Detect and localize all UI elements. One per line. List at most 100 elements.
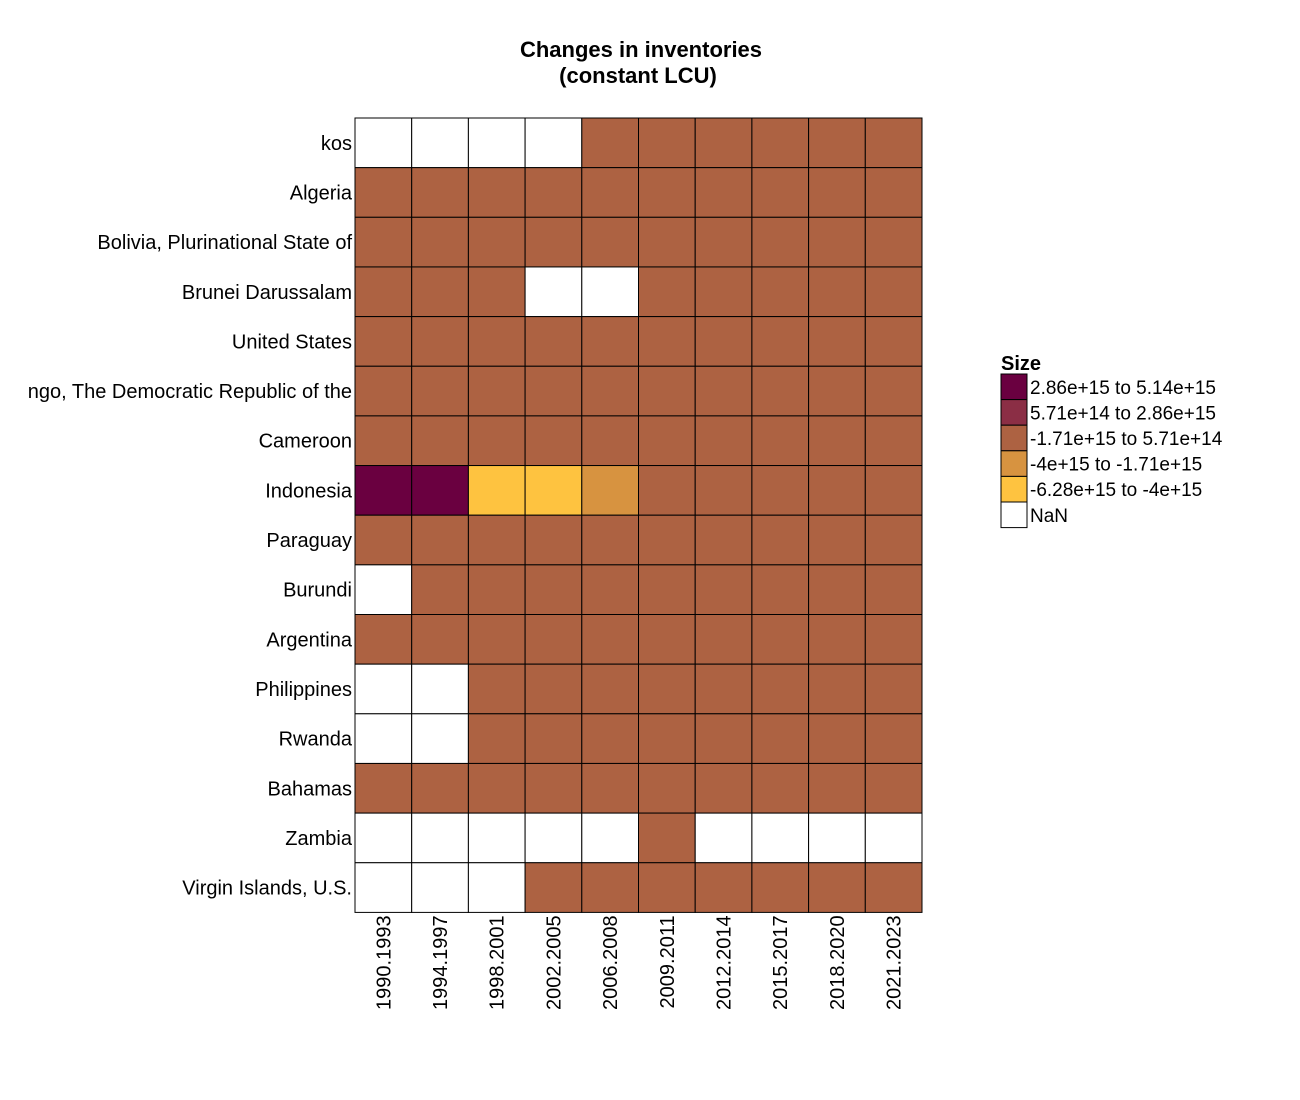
heatmap-cell — [411, 167, 469, 218]
heatmap-cell — [751, 614, 810, 665]
heatmap-cell — [808, 167, 866, 218]
heatmap-cell — [694, 713, 753, 764]
legend-swatch — [1000, 450, 1028, 477]
heatmap-cell — [354, 167, 413, 218]
heatmap-cell — [411, 663, 469, 715]
heatmap-cell — [638, 762, 696, 814]
heatmap-cell — [864, 812, 923, 864]
heatmap-cell — [354, 316, 413, 367]
heatmap-cell — [864, 216, 923, 268]
heatmap-cell — [524, 614, 583, 665]
heatmap-cell — [694, 415, 753, 467]
heatmap-cell — [694, 663, 753, 715]
heatmap-cell — [524, 117, 583, 169]
heatmap-cell — [467, 762, 526, 814]
heatmap-cell — [808, 713, 866, 764]
heatmap-cell — [751, 862, 810, 913]
heatmap-cell — [411, 316, 469, 367]
heatmap-cell — [694, 614, 753, 665]
heatmap-cell — [808, 514, 866, 566]
heatmap-cell — [694, 762, 753, 814]
heatmap-cell — [808, 465, 866, 516]
heatmap-cell — [467, 365, 526, 417]
heatmap-cell — [411, 266, 469, 318]
x-tick-label: 2018.2020 — [827, 915, 849, 1010]
heatmap-cell — [751, 663, 810, 715]
x-tick-label: 1998.2001 — [487, 915, 509, 1010]
heatmap-cell — [354, 812, 413, 864]
heatmap-cell — [467, 465, 526, 516]
heatmap-cell — [524, 465, 583, 516]
heatmap-cell — [467, 415, 526, 467]
y-tick-label: Cameroon — [259, 431, 352, 453]
heatmap-cell — [581, 812, 639, 864]
x-tick-label: 1990.1993 — [373, 915, 395, 1010]
legend: Size 2.86e+15 to 5.14e+15 5.71e+14 to 2.8… — [1000, 353, 1223, 529]
x-tick-label: 2012.2014 — [714, 915, 736, 1010]
legend-label: -1.71e+15 to 5.71e+14 — [1030, 429, 1223, 450]
y-tick-label: Virgin Islands, U.S. — [182, 878, 352, 900]
heatmap-cell — [864, 663, 923, 715]
heatmap-cell — [467, 117, 526, 169]
heatmap-cell — [524, 216, 583, 268]
heatmap-cell — [638, 713, 696, 764]
heatmap-cell — [808, 266, 866, 318]
heatmap-cell — [638, 266, 696, 318]
y-tick-label: Paraguay — [266, 530, 352, 552]
heatmap-cell — [354, 465, 413, 516]
heatmap-cell — [864, 713, 923, 764]
heatmap-cell — [467, 564, 526, 615]
y-tick-label: Algeria — [290, 182, 353, 204]
heatmap-cell — [467, 812, 526, 864]
legend-swatch — [1000, 475, 1028, 503]
heatmap-cell — [864, 117, 923, 169]
heatmap-cell — [808, 862, 866, 913]
heatmap-cell — [411, 216, 469, 268]
heatmap-cell — [694, 514, 753, 566]
heatmap-cell — [524, 316, 583, 367]
heatmap-cell — [354, 216, 413, 268]
heatmap-cell — [524, 167, 583, 218]
heatmap-cell — [467, 862, 526, 913]
x-tick-label: 2021.2023 — [884, 915, 906, 1010]
heatmap-cell — [411, 465, 469, 516]
heatmap-cell — [751, 117, 810, 169]
heatmap-cell — [411, 415, 469, 467]
heatmap-cell — [751, 812, 810, 864]
heatmap-cell — [467, 316, 526, 367]
heatmap-cell — [864, 564, 923, 615]
legend-swatch — [1000, 373, 1028, 401]
y-tick-label: Indonesia — [265, 480, 353, 502]
heatmap-cell — [751, 415, 810, 467]
heatmap-cell — [467, 266, 526, 318]
heatmap-cell — [694, 564, 753, 615]
legend-label: 5.71e+14 to 2.86e+15 — [1030, 403, 1216, 424]
heatmap-cell — [354, 266, 413, 318]
heatmap-cell — [354, 663, 413, 715]
heatmap-cell — [354, 862, 413, 913]
heatmap-cell — [864, 465, 923, 516]
heatmap-cell — [411, 762, 469, 814]
legend-label: 2.86e+15 to 5.14e+15 — [1030, 378, 1216, 399]
x-tick-label: 2009.2011 — [657, 915, 679, 1008]
legend-label: -4e+15 to -1.71e+15 — [1030, 455, 1202, 476]
chart-title-line-1: Changes in inventories — [520, 37, 762, 62]
heatmap-cell — [581, 762, 639, 814]
x-tick-label: 2006.2008 — [600, 915, 622, 1010]
heatmap-cell — [638, 564, 696, 615]
heatmap-cell — [411, 117, 469, 169]
legend-swatch — [1000, 501, 1028, 529]
heatmap-cell — [808, 365, 866, 417]
heatmap-cell — [694, 812, 753, 864]
x-tick-label: 2002.2005 — [543, 915, 565, 1010]
heatmap-cell — [694, 167, 753, 218]
heatmap-cell — [864, 762, 923, 814]
x-tick-label: 1994.1997 — [430, 915, 452, 1010]
x-axis-labels: 1990.1993 1994.1997 1998.2001 2002.2005 2006… — [373, 915, 905, 1010]
heatmap-cell — [467, 663, 526, 715]
heatmap-cell — [524, 365, 583, 417]
heatmap-cell — [354, 514, 413, 566]
heatmap-cell — [581, 316, 639, 367]
heatmap-cell — [808, 216, 866, 268]
